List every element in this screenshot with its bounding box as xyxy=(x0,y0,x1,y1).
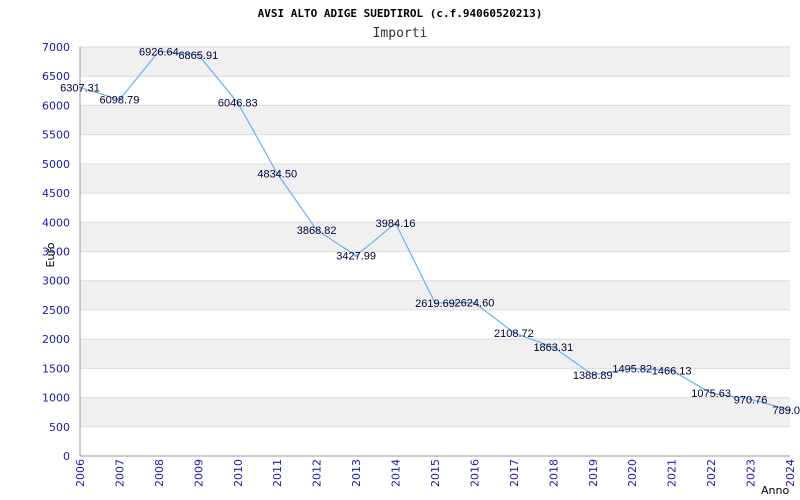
data-point xyxy=(197,53,200,57)
plot-band xyxy=(80,163,790,194)
data-label: 2108.72 xyxy=(494,328,534,340)
data-point xyxy=(670,369,673,372)
x-tick-label: 2016 xyxy=(468,459,481,487)
x-tick-label: 2010 xyxy=(232,459,245,487)
x-axis-ticks: 2006 2007 2008 2009 2010 2011 2012 2013 2014 2015… xyxy=(74,459,797,487)
x-tick-label: 2018 xyxy=(547,459,560,487)
data-label: 3984.16 xyxy=(376,218,416,230)
x-axis-label: Anno xyxy=(761,484,789,497)
y-tick-label: 3000 xyxy=(42,275,70,288)
data-point xyxy=(512,331,516,334)
x-tick-label: 2020 xyxy=(626,459,639,487)
data-point xyxy=(631,367,634,370)
data-label: 1388.89 xyxy=(573,370,613,382)
x-tick-label: 2023 xyxy=(745,459,758,487)
chart-title: AVSI ALTO ADIGE SUEDTIROL (c.f.940605202… xyxy=(258,7,543,20)
y-tick-label: 5000 xyxy=(42,158,70,171)
data-point xyxy=(236,101,239,104)
data-point xyxy=(591,373,594,377)
data-point xyxy=(394,222,397,225)
data-label: 2624.60 xyxy=(455,298,495,310)
plot-band xyxy=(80,397,790,427)
data-label: 6098.79 xyxy=(100,95,140,107)
data-point xyxy=(157,50,161,53)
data-label: 6046.83 xyxy=(218,98,258,110)
data-label: 1075.63 xyxy=(691,388,731,400)
x-tick-label: 2022 xyxy=(705,459,718,487)
x-tick-label: 2013 xyxy=(350,459,363,487)
y-tick-label: 2000 xyxy=(42,333,70,346)
y-tick-label: 7000 xyxy=(42,41,70,54)
data-point xyxy=(354,254,358,257)
data-label: 1495.82 xyxy=(612,364,652,376)
y-tick-label: 3500 xyxy=(42,246,70,259)
data-point xyxy=(78,86,82,89)
plot-band xyxy=(80,280,790,310)
data-point xyxy=(433,301,437,305)
x-tick-label: 2011 xyxy=(271,459,284,487)
y-tick-label: 5500 xyxy=(42,129,70,142)
data-point xyxy=(788,408,792,412)
y-tick-label: 1000 xyxy=(42,392,70,405)
x-tick-label: 2014 xyxy=(390,459,403,487)
x-tick-label: 2024 xyxy=(784,459,797,487)
data-label: 2619.69 xyxy=(415,298,455,310)
plot-band xyxy=(80,105,790,135)
y-tick-label: 4500 xyxy=(42,187,70,200)
data-point xyxy=(315,228,318,232)
data-label: 789.0 xyxy=(772,405,800,417)
x-tick-label: 2017 xyxy=(508,459,521,487)
data-point xyxy=(473,301,476,304)
x-tick-label: 2015 xyxy=(429,459,442,487)
plot-band xyxy=(80,47,790,77)
data-label: 3427.99 xyxy=(336,251,376,263)
plot-band xyxy=(80,339,790,369)
y-tick-label: 6000 xyxy=(42,99,70,112)
x-tick-label: 2012 xyxy=(311,459,324,487)
plot-band xyxy=(80,222,790,252)
data-point xyxy=(118,98,121,101)
data-label: 970.76 xyxy=(734,394,768,406)
y-axis-ticks: 0 500 1000 1500 2000 2500 3000 3500 4000 4500 5000… xyxy=(42,41,70,463)
data-point xyxy=(749,398,752,401)
plot-background xyxy=(80,47,790,427)
series-line-group xyxy=(78,50,792,412)
gridlines xyxy=(79,46,790,457)
x-tick-label: 2007 xyxy=(113,459,126,487)
data-label: 6307.31 xyxy=(60,82,100,94)
y-axis-label: Euro xyxy=(44,242,57,267)
y-tick-label: 1500 xyxy=(42,362,70,375)
data-point xyxy=(552,345,555,349)
chart-subtitle: Importi xyxy=(373,26,428,41)
data-label: 6865.91 xyxy=(178,50,218,62)
x-tick-label: 2006 xyxy=(74,459,87,487)
y-tick-label: 0 xyxy=(63,450,70,463)
data-label: 1863.31 xyxy=(533,342,573,354)
data-label: 4834.50 xyxy=(257,169,297,181)
data-point xyxy=(709,391,713,395)
x-tick-label: 2021 xyxy=(666,459,679,487)
y-tick-label: 4000 xyxy=(42,216,70,229)
x-tick-label: 2008 xyxy=(153,459,166,487)
x-tick-label: 2019 xyxy=(587,459,600,487)
y-tick-label: 500 xyxy=(49,421,70,434)
x-tick-label: 2009 xyxy=(192,459,205,487)
y-tick-label: 2500 xyxy=(42,304,70,317)
data-label: 3868.82 xyxy=(297,225,337,237)
data-point xyxy=(276,172,279,175)
y-tick-label: 6500 xyxy=(42,70,70,83)
data-label: 1466.13 xyxy=(652,365,692,377)
data-label: 6926.64 xyxy=(139,46,179,58)
